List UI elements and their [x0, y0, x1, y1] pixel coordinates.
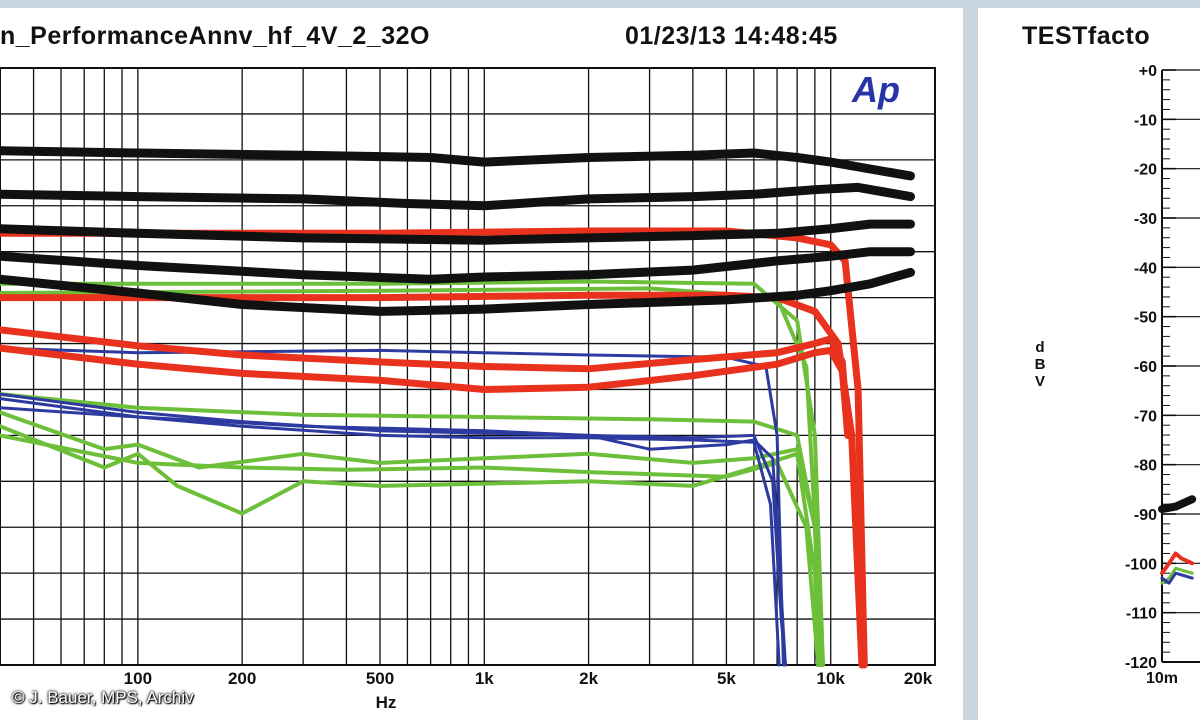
x-tick-label: 200: [228, 669, 256, 688]
left-chart-title: n_PerformanceAnnv_hf_4V_2_32O: [0, 22, 430, 50]
ap-logo-text: Ap: [851, 69, 900, 110]
series-line-green: [0, 279, 825, 667]
left-chart-grid: [0, 67, 936, 666]
right-chart-series: [1158, 495, 1197, 585]
x-tick-label: 100: [124, 669, 152, 688]
y-tick-label: -10: [1134, 112, 1157, 129]
y-tick-label: -30: [1134, 211, 1157, 228]
x-tick-label: 500: [366, 669, 394, 688]
series-line-black: [0, 267, 915, 316]
y-tick-label: -110: [1126, 606, 1157, 623]
left-chart-series: [0, 146, 915, 669]
x-tick-label: 10k: [817, 669, 846, 688]
y-tick-label: -100: [1125, 556, 1157, 573]
series-line-blue: [1160, 571, 1194, 585]
x-tick-label: 20k: [904, 669, 933, 688]
copyright-credit: © J. Bauer, MPS, Archiv: [12, 688, 194, 707]
series-line-black: [1158, 495, 1197, 514]
left-plot-border: [0, 67, 936, 666]
y-tick-label: -20: [1134, 162, 1157, 179]
series-line-green: [0, 410, 824, 667]
y-tick-label: -120: [1125, 655, 1157, 672]
series-line-green: [0, 424, 822, 667]
x-tick-label: 1k: [475, 669, 494, 688]
y-tick-label: -60: [1134, 359, 1157, 376]
right-chart-grid: [1161, 69, 1200, 663]
x-tick-label: 10m: [1146, 670, 1178, 687]
series-line-black: [0, 247, 915, 284]
series-line-green: [0, 433, 821, 667]
series-line-blue: [0, 346, 785, 667]
right-chart-title: TESTfacto: [1022, 22, 1151, 50]
y-tick-label: +0: [1139, 63, 1157, 80]
x-tick-label: 5k: [717, 669, 736, 688]
x-axis-label: Hz: [376, 693, 397, 712]
x-tick-label: 2k: [579, 669, 598, 688]
y-axis-label-char: B: [1035, 356, 1046, 373]
y-axis-label-char: V: [1035, 373, 1045, 390]
y-tick-label: -40: [1134, 260, 1157, 277]
series-line-blue: [0, 397, 787, 667]
y-tick-label: -80: [1134, 458, 1157, 475]
series-line-black: [0, 182, 915, 211]
left-chart-datetime: 01/23/13 14:48:45: [625, 22, 838, 50]
y-tick-label: -50: [1134, 310, 1157, 327]
series-line-black: [0, 219, 915, 245]
y-axis-label-char: d: [1035, 339, 1044, 356]
series-line-red: [1160, 551, 1195, 576]
series-line-red: [0, 326, 852, 439]
y-tick-label: -70: [1134, 408, 1157, 425]
series-line-red: [0, 227, 868, 669]
right-chart-y-axis: +0 -10 -20 -30 -40 -50 -60 -70 -80 -90 -100 -110 -12…: [1035, 63, 1178, 687]
series-line-red: [0, 344, 852, 439]
series-line-blue: [0, 406, 781, 667]
y-tick-label: -90: [1134, 507, 1157, 524]
left-chart-x-axis: 100 200 500 1k 2k 5k 10k 20k Hz: [124, 669, 933, 712]
series-line-black: [0, 146, 915, 181]
ap-logo: Ap: [851, 69, 930, 110]
